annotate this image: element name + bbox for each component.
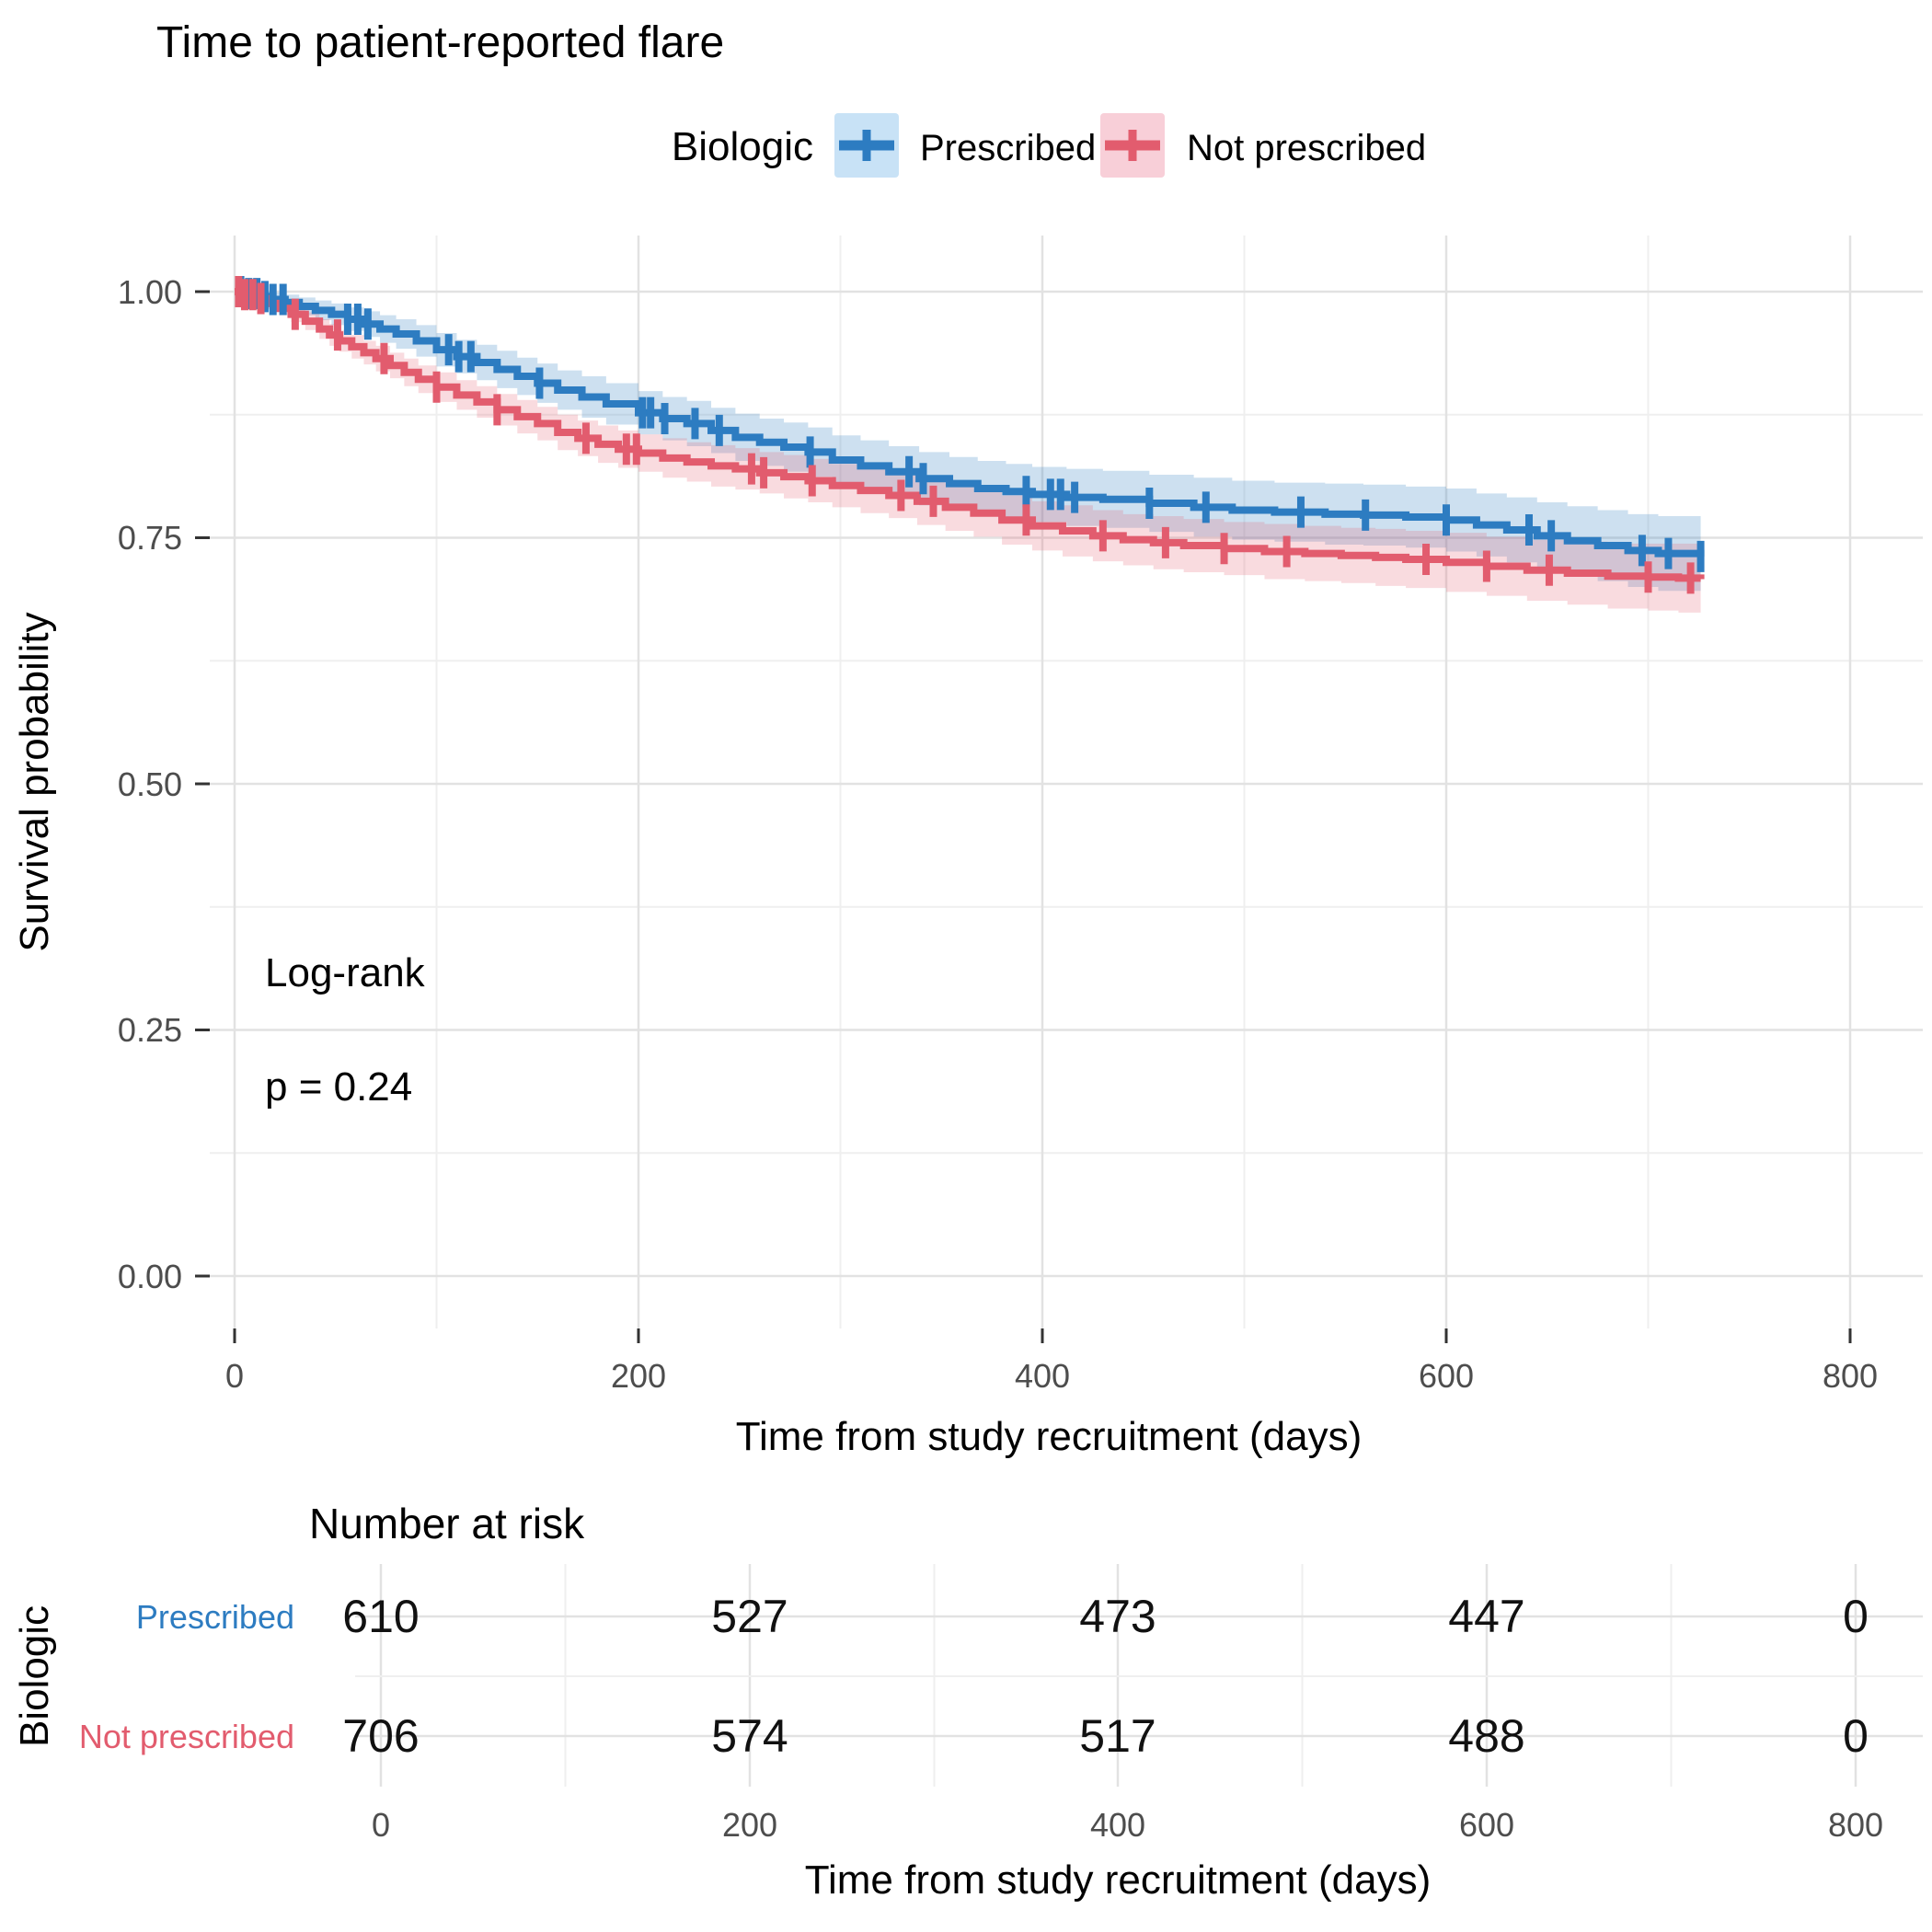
axis-tick-marks: [195, 290, 1852, 1343]
x-tick-label: 800: [1828, 1806, 1883, 1844]
risk-count: 527: [711, 1591, 788, 1642]
logrank-label: Log-rank: [265, 950, 426, 995]
risk-table-gridlines: [355, 1564, 1923, 1787]
y-tick-label: 0.50: [118, 765, 182, 803]
confidence-bands: [235, 292, 1701, 615]
legend-label-prescribed: Prescribed: [920, 128, 1096, 168]
survival-curve-not-prescribed: [235, 288, 1705, 582]
x-tick-label: 600: [1419, 1357, 1474, 1395]
censor-marks: [235, 276, 1705, 594]
risk-count: 488: [1448, 1710, 1524, 1762]
legend: Biologic Prescribed Not prescribed: [672, 113, 1426, 178]
legend-label-not-prescribed: Not prescribed: [1187, 128, 1426, 168]
risk-count: 574: [711, 1710, 788, 1762]
risk-table-x-tick-labels: 0 200 400 600 800: [372, 1806, 1883, 1844]
x-axis-title: Time from study recruitment (days): [736, 1414, 1363, 1459]
y-axis-title: Survival probability: [12, 612, 57, 951]
x-tick-label: 400: [1090, 1806, 1145, 1844]
risk-count: 0: [1843, 1710, 1869, 1762]
risk-count: 447: [1448, 1591, 1524, 1642]
chart-title: Time to patient-reported flare: [156, 18, 724, 67]
y-tick-label: 0.75: [118, 519, 182, 557]
legend-title: Biologic: [672, 124, 813, 169]
ci-band-not-prescribed: [235, 292, 1701, 615]
y-axis-tick-labels: 1.00 0.75 0.50 0.25 0.00: [118, 273, 182, 1295]
x-tick-label: 200: [722, 1806, 777, 1844]
risk-table: Number at risk Biologic Prescribed Not p…: [12, 1500, 1883, 1903]
x-tick-label: 800: [1823, 1357, 1878, 1395]
main-panel-gridlines: [210, 236, 1923, 1328]
risk-count: 517: [1079, 1710, 1156, 1762]
ci-band-prescribed: [235, 292, 1701, 595]
x-tick-label: 600: [1459, 1806, 1514, 1844]
x-axis-tick-labels: 0 200 400 600 800: [225, 1357, 1878, 1395]
risk-count: 610: [342, 1591, 419, 1642]
x-tick-label: 0: [372, 1806, 390, 1844]
risk-count: 706: [342, 1710, 419, 1762]
risk-count: 0: [1843, 1591, 1869, 1642]
x-tick-label: 0: [225, 1357, 244, 1395]
logrank-annotation: Log-rank p = 0.24: [265, 950, 426, 1110]
risk-table-group-title: Biologic: [12, 1605, 57, 1747]
risk-table-x-axis-title: Time from study recruitment (days): [805, 1857, 1432, 1903]
y-tick-label: 0.25: [118, 1011, 182, 1049]
risk-row-label-prescribed: Prescribed: [136, 1598, 294, 1636]
risk-count: 473: [1079, 1591, 1156, 1642]
p-value-label: p = 0.24: [265, 1064, 412, 1110]
risk-table-heading: Number at risk: [309, 1500, 585, 1547]
risk-row-not-prescribed: 706 574 517 488 0: [342, 1710, 1869, 1762]
risk-row-label-not-prescribed: Not prescribed: [79, 1718, 294, 1755]
x-tick-label: 400: [1015, 1357, 1070, 1395]
x-tick-label: 200: [611, 1357, 666, 1395]
y-tick-label: 1.00: [118, 273, 182, 311]
risk-row-prescribed: 610 527 473 447 0: [342, 1591, 1869, 1642]
y-tick-label: 0.00: [118, 1258, 182, 1295]
